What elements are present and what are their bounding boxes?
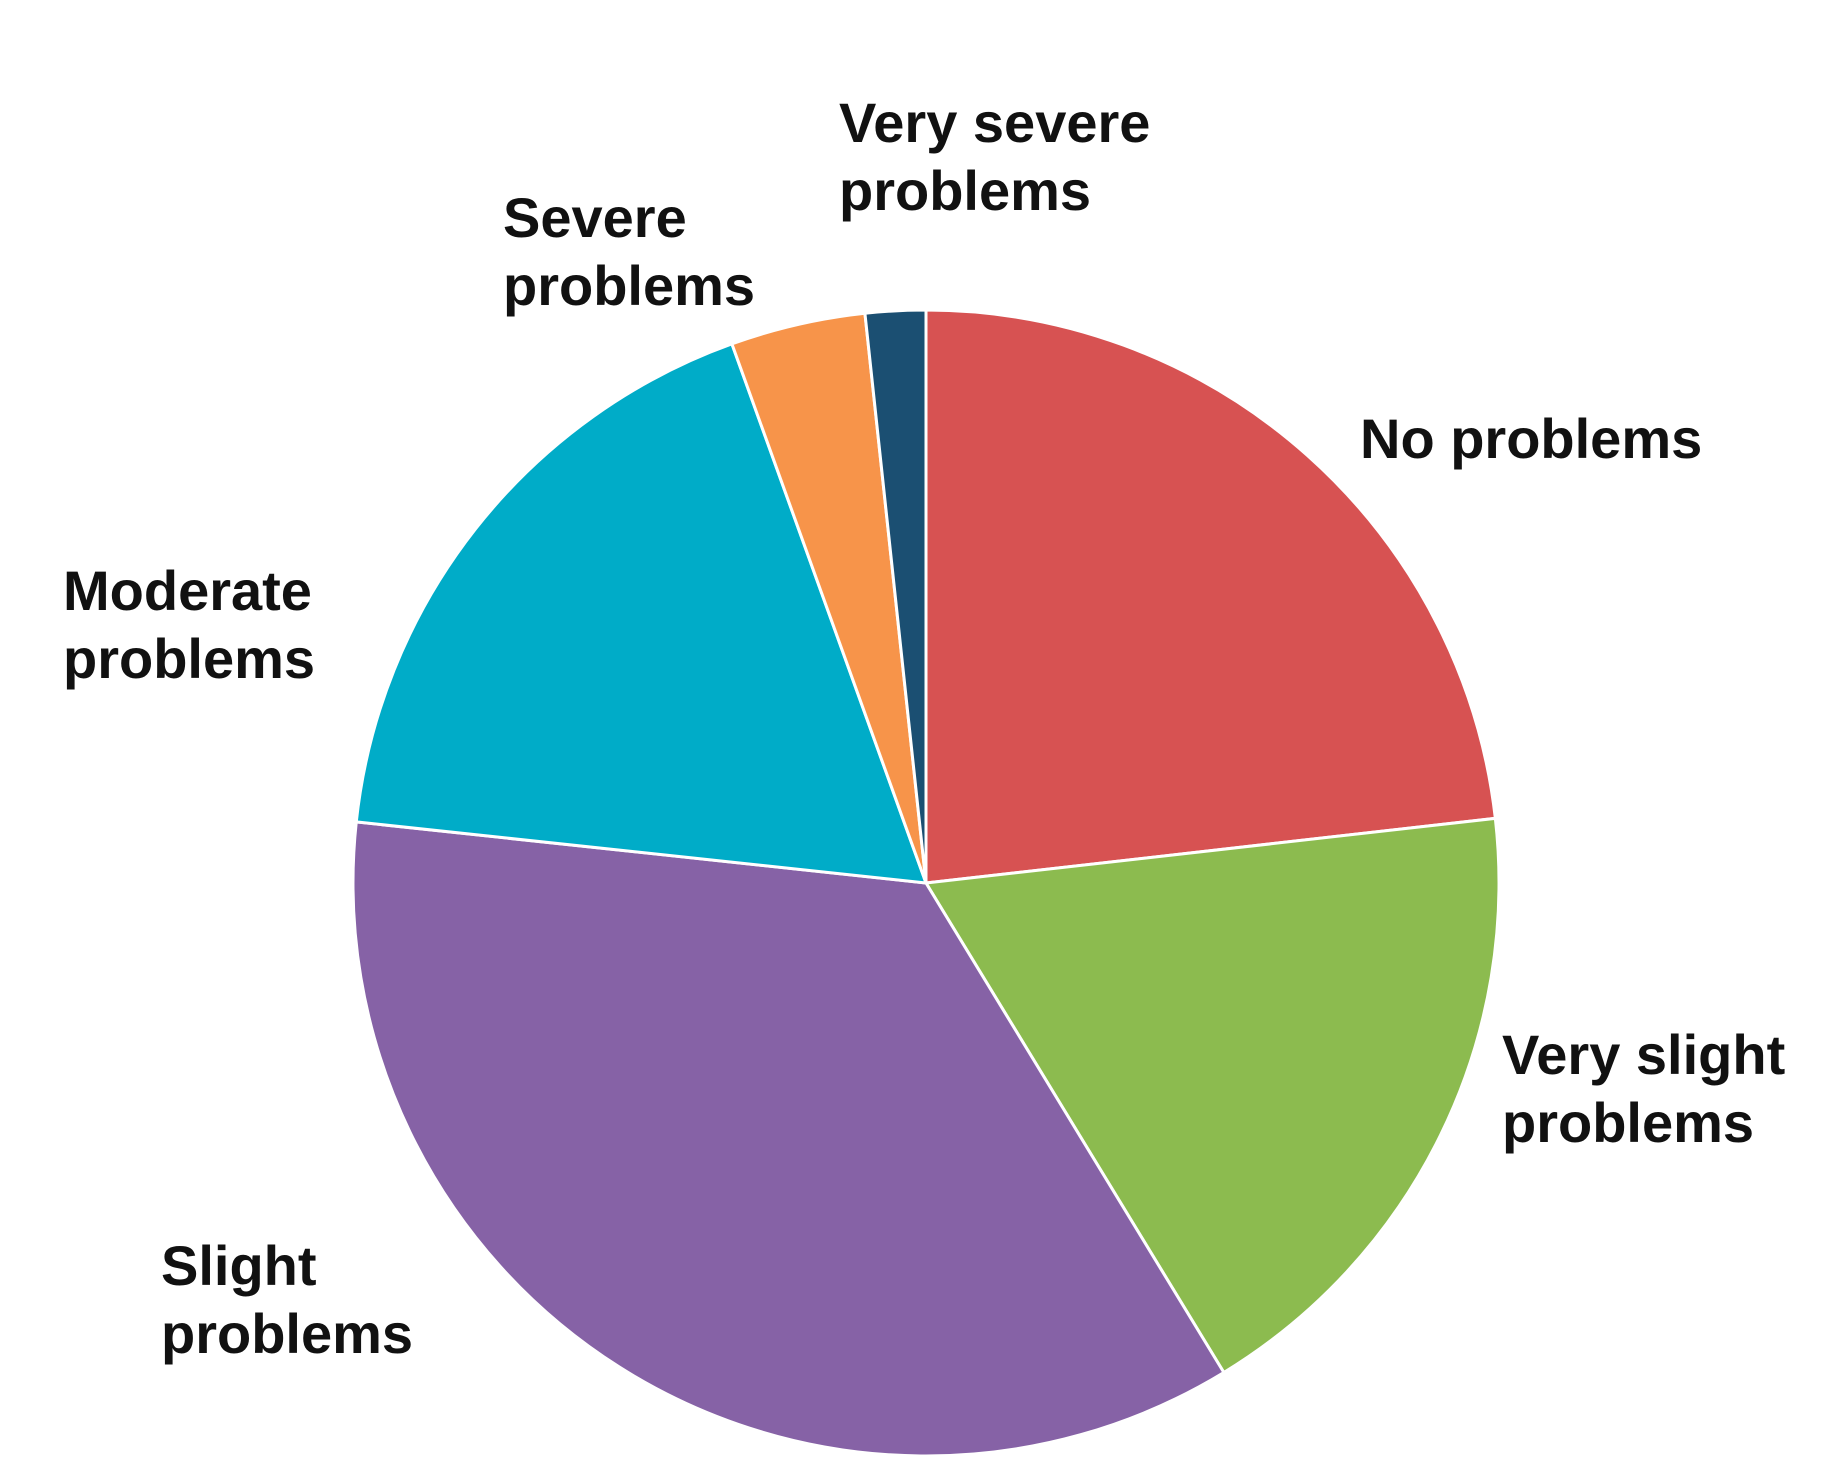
slice-label: Moderate problems bbox=[63, 559, 316, 691]
slice-label: Severe problems bbox=[503, 186, 756, 318]
slice-label: Slight problems bbox=[161, 1234, 414, 1366]
pie-slice bbox=[924, 308, 1498, 885]
pie-slice bbox=[923, 816, 1501, 1375]
pie-slice bbox=[351, 820, 1226, 1458]
slice-label: No problems bbox=[1360, 407, 1703, 470]
pie-slice bbox=[863, 308, 928, 884]
slice-label: Very severe problems bbox=[839, 91, 1151, 223]
slice-label: Very slight problems bbox=[1502, 1023, 1786, 1155]
pie-slice bbox=[354, 341, 929, 885]
